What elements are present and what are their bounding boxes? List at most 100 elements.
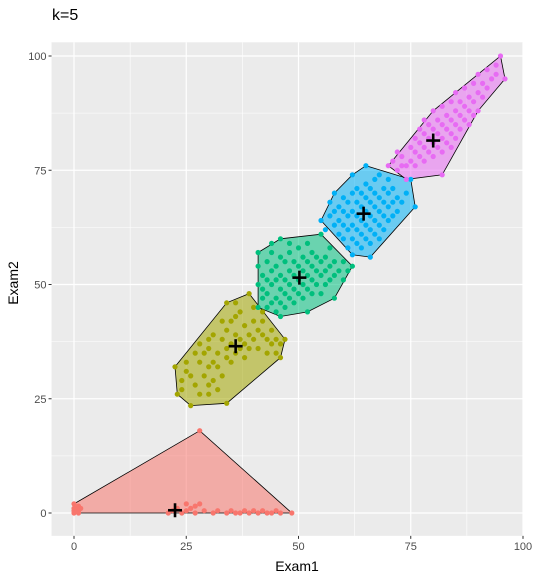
data-point xyxy=(336,231,342,237)
data-point xyxy=(260,286,266,292)
data-point xyxy=(309,249,315,256)
data-point xyxy=(394,149,400,155)
data-point xyxy=(300,254,306,260)
data-point xyxy=(439,149,445,155)
data-point xyxy=(228,318,234,324)
data-point xyxy=(255,510,261,516)
data-point xyxy=(399,153,405,160)
data-point xyxy=(277,313,284,320)
data-point xyxy=(282,304,288,310)
data-point xyxy=(354,185,360,192)
data-point xyxy=(282,259,288,265)
grid-minor xyxy=(51,42,523,536)
data-point xyxy=(448,117,454,123)
data-point xyxy=(475,90,481,96)
data-point xyxy=(264,291,270,297)
data-point xyxy=(295,245,302,251)
data-point xyxy=(291,286,297,292)
data-point xyxy=(269,281,275,288)
data-point xyxy=(466,108,472,114)
data-point xyxy=(246,510,252,516)
data-point xyxy=(444,140,450,146)
data-point xyxy=(394,195,400,201)
data-point xyxy=(260,332,266,338)
data-point xyxy=(273,263,279,269)
data-point xyxy=(206,336,212,342)
data-point xyxy=(372,217,378,224)
data-point xyxy=(453,90,459,96)
data-point xyxy=(313,268,320,274)
data-point xyxy=(277,300,284,306)
data-point xyxy=(188,505,194,511)
data-point xyxy=(408,176,414,182)
data-point xyxy=(408,158,414,164)
data-point xyxy=(206,345,212,352)
y-tick-label: 75 xyxy=(34,165,46,177)
data-point xyxy=(497,53,504,59)
data-point xyxy=(381,227,387,233)
data-point xyxy=(224,400,230,406)
data-point xyxy=(251,336,257,342)
data-point xyxy=(345,268,351,274)
data-point xyxy=(340,222,346,228)
data-point xyxy=(269,327,275,333)
data-point xyxy=(480,80,486,86)
data-point xyxy=(336,217,342,224)
data-point xyxy=(318,291,324,297)
data-point xyxy=(192,350,198,356)
data-point xyxy=(277,355,284,361)
data-point xyxy=(251,508,257,514)
data-point xyxy=(269,240,275,246)
data-point xyxy=(390,158,396,164)
data-point xyxy=(224,510,230,516)
data-point xyxy=(179,387,185,393)
data-point xyxy=(426,149,432,155)
data-point xyxy=(233,332,239,338)
data-point xyxy=(466,94,472,100)
data-point xyxy=(246,345,252,352)
data-point xyxy=(408,144,414,150)
data-point xyxy=(224,327,230,333)
data-point xyxy=(201,508,207,514)
data-point xyxy=(269,268,275,274)
data-point xyxy=(322,268,328,274)
data-point xyxy=(264,350,270,356)
data-point xyxy=(385,204,391,210)
x-axis-ticks: 0 25 50 75 100 xyxy=(71,535,532,553)
data-point xyxy=(336,268,342,274)
data-point xyxy=(286,249,293,256)
x-tick-label: 50 xyxy=(292,541,304,553)
data-point xyxy=(385,176,391,182)
data-point xyxy=(462,103,468,109)
data-point xyxy=(264,277,270,283)
data-point xyxy=(412,135,418,141)
centroid-marker-5 xyxy=(426,133,441,148)
data-point xyxy=(242,323,248,329)
data-point xyxy=(291,259,297,265)
data-point xyxy=(340,195,346,201)
data-point xyxy=(273,309,279,315)
data-point xyxy=(489,76,495,82)
data-point xyxy=(385,163,391,169)
data-point xyxy=(349,263,355,269)
data-point xyxy=(363,236,369,242)
data-point xyxy=(282,336,288,342)
data-point xyxy=(349,252,355,258)
data-point xyxy=(286,240,293,246)
data-point xyxy=(417,126,423,132)
data-point xyxy=(421,117,427,123)
data-point xyxy=(448,144,454,150)
data-point xyxy=(210,359,216,365)
data-point xyxy=(273,336,279,342)
data-point xyxy=(264,259,270,265)
data-point xyxy=(471,80,477,86)
data-point xyxy=(215,508,221,514)
data-point xyxy=(215,387,221,393)
data-point xyxy=(421,131,427,137)
data-point xyxy=(192,510,198,516)
data-point xyxy=(282,277,288,283)
data-point xyxy=(367,240,373,246)
data-point xyxy=(289,510,295,516)
data-point xyxy=(304,259,311,265)
